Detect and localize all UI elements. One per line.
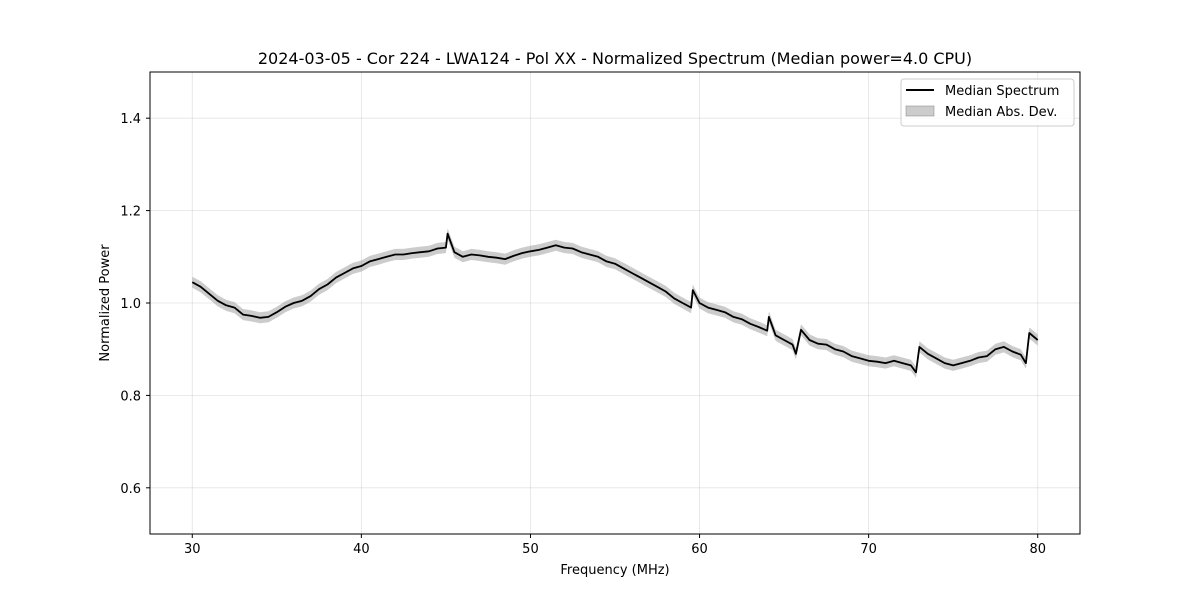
- median-line-layer: [191, 232, 1039, 374]
- legend-band-swatch: [905, 105, 935, 117]
- y-tick-label: 1.4: [120, 112, 141, 127]
- mad-band: [192, 228, 1038, 378]
- x-tick-label: 60: [691, 542, 708, 557]
- legend-entry-median-abs-dev: Median Abs. Dev.: [945, 105, 1057, 120]
- legend-entry-median-spectrum: Median Spectrum: [945, 84, 1059, 99]
- x-axis-label: Frequency (MHz): [560, 563, 669, 578]
- legend-box: [900, 78, 1075, 127]
- x-tick-label: 50: [522, 542, 539, 557]
- y-tick-label: 0.8: [120, 389, 141, 404]
- y-tick-label: 1.2: [120, 205, 141, 220]
- ticks-layer: 30 40 50 60 70 80 0.6 0.8 1.0 1.2 1.4: [120, 112, 1046, 557]
- mad-band-layer: [192, 228, 1038, 378]
- y-axis-label: Normalized Power: [98, 244, 113, 362]
- median-spectrum-line: [191, 232, 1039, 374]
- legend: Median Spectrum Median Abs. Dev.: [900, 78, 1075, 127]
- y-tick-label: 1.0: [120, 297, 141, 312]
- x-tick-label: 30: [184, 542, 201, 557]
- x-tick-label: 70: [860, 542, 877, 557]
- x-tick-label: 40: [353, 542, 370, 557]
- y-tick-label: 0.6: [120, 482, 141, 497]
- chart-title: 2024-03-05 - Cor 224 - LWA124 - Pol XX -…: [258, 49, 972, 68]
- grid-layer: [150, 72, 1080, 534]
- x-tick-label: 80: [1029, 542, 1046, 557]
